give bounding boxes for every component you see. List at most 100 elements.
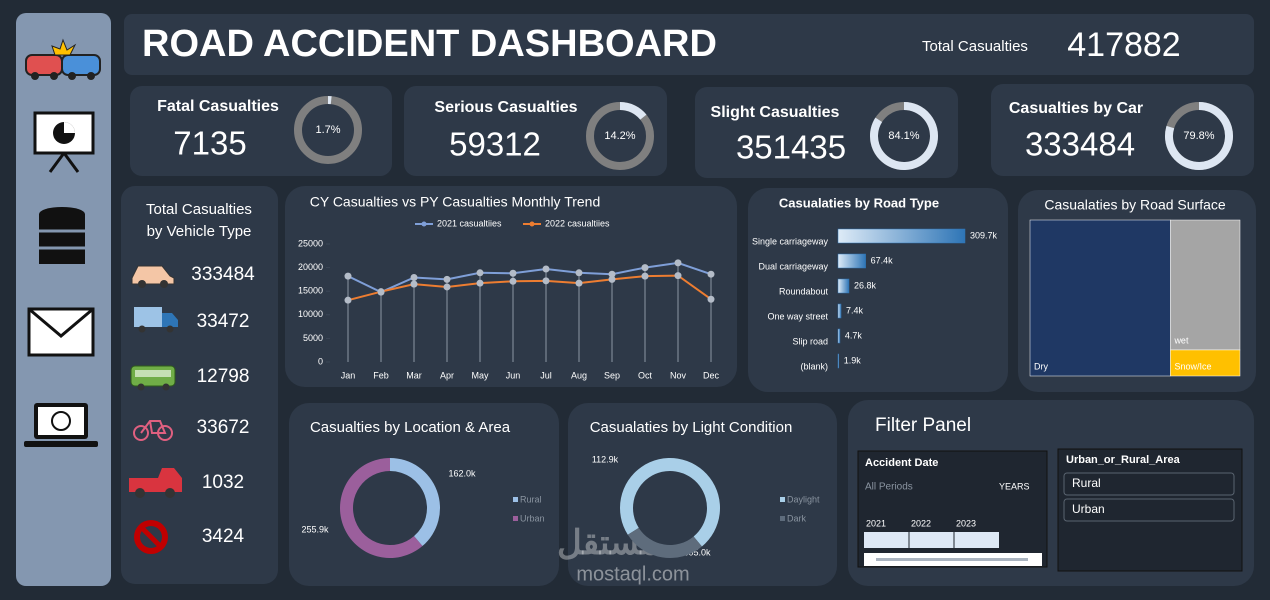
x-tick-label: Jul (540, 370, 552, 380)
point (476, 279, 484, 287)
kpi-title: Slight Casualties (711, 104, 840, 121)
cell-label: Dry (1034, 361, 1048, 371)
x-tick-label: Mar (406, 370, 422, 380)
value-label: 26.8k (854, 280, 877, 290)
slicer-item-label[interactable]: Rural (1072, 476, 1101, 490)
chart-title: CY Casualties vs PY Casualties Monthly T… (310, 194, 601, 210)
donut-slice (620, 457, 721, 547)
timeline-bar[interactable] (864, 532, 999, 548)
chart-title: Casualaties by Light Condition (590, 419, 793, 436)
legend-marker (421, 221, 427, 227)
x-tick-label: Jan (341, 370, 356, 380)
point (410, 280, 418, 288)
value-label: 305.0k (683, 547, 711, 557)
value-label: 67.4k (871, 255, 894, 265)
donut-slice (627, 527, 702, 558)
year-label[interactable]: 2022 (911, 518, 931, 528)
legend-label: 2022 casualtiies (545, 218, 610, 228)
legend-label: 2021 casualtiies (437, 218, 502, 228)
kpi-percent: 84.1% (888, 130, 919, 142)
treemap-cell (1029, 219, 1171, 377)
point (542, 277, 550, 285)
value-label: 162.0k (448, 468, 476, 478)
slicer-item[interactable] (1063, 472, 1235, 496)
value-label: 309.7k (970, 230, 998, 240)
x-tick-label: Dec (703, 370, 720, 380)
year-label[interactable]: 2021 (866, 518, 886, 528)
point (641, 272, 649, 280)
slicer-level[interactable]: YEARS (999, 481, 1030, 491)
donut-slice (390, 458, 440, 547)
bar (837, 303, 842, 319)
point (575, 269, 583, 277)
point (509, 269, 517, 277)
chart-title: Casualties by Location & Area (310, 419, 511, 436)
sidebar (16, 13, 111, 586)
point (608, 270, 616, 278)
kpi-title: Fatal Casualties (157, 98, 279, 115)
bar (837, 353, 840, 369)
vehicle-title: Total Casualties (146, 201, 252, 218)
point (707, 295, 715, 303)
y-tick-label: 5000 (303, 333, 323, 343)
x-tick-label: May (471, 370, 489, 380)
x-tick-label: Oct (638, 370, 653, 380)
value-label: 7.4k (846, 305, 864, 315)
kpi-percent: 79.8% (1183, 130, 1214, 142)
point (707, 270, 715, 278)
slicer-item-label[interactable]: Urban (1072, 502, 1105, 516)
kpi-percent: 14.2% (604, 130, 635, 142)
bar (837, 278, 850, 294)
value-label: 1.9k (844, 355, 862, 365)
total-value: 417882 (1067, 26, 1180, 64)
watermark: mostaql.com (576, 563, 689, 585)
legend-label: Urban (520, 513, 545, 523)
vehicle-value: 333484 (191, 264, 255, 285)
point (443, 275, 451, 283)
point (641, 264, 649, 272)
y-tick-label: Single carriageway (752, 236, 829, 246)
y-tick-label: 20000 (298, 262, 323, 272)
point (344, 272, 352, 280)
value-label: 112.9k (592, 454, 619, 464)
y-tick-label: 10000 (298, 309, 323, 319)
kpi-percent: 1.7% (315, 124, 340, 136)
vehicle-value: 1032 (202, 472, 244, 493)
point (575, 279, 583, 287)
kpi-value: 59312 (449, 126, 541, 163)
x-tick-label: Apr (440, 370, 454, 380)
x-tick-label: Jun (506, 370, 521, 380)
value-label: 255.9k (301, 524, 329, 534)
legend-swatch (513, 497, 518, 502)
y-tick-label: Dual carriageway (758, 261, 828, 271)
x-tick-label: Feb (373, 370, 389, 380)
y-tick-label: (blank) (800, 361, 828, 371)
point (410, 274, 418, 282)
dashboard-title: ROAD ACCIDENT DASHBOARD (142, 23, 717, 65)
legend-label: Rural (520, 494, 542, 504)
slicer-item[interactable] (1063, 498, 1235, 522)
vehicle-title: by Vehicle Type (147, 223, 252, 240)
scroll-thumb[interactable] (876, 558, 1028, 561)
donut-slice (339, 458, 423, 559)
y-tick-label: 0 (318, 356, 323, 366)
point (542, 265, 550, 273)
legend-label: Daylight (787, 494, 820, 504)
sidebar-icons (24, 38, 101, 447)
year-label[interactable]: 2023 (956, 518, 976, 528)
kpi-value: 351435 (736, 129, 846, 166)
chart-title: Casualaties by Road Surface (1044, 197, 1226, 213)
value-label: 4.7k (845, 330, 863, 340)
legend-swatch (780, 516, 785, 521)
chart-title: Casualaties by Road Type (779, 195, 939, 210)
point (608, 275, 616, 283)
x-tick-label: Aug (571, 370, 587, 380)
treemap-cell (1170, 219, 1241, 351)
point (509, 277, 517, 285)
series-line (347, 274, 712, 302)
point (674, 259, 682, 267)
y-tick-label: 25000 (298, 238, 323, 248)
bar (837, 228, 966, 244)
kpi-value: 7135 (173, 125, 246, 162)
